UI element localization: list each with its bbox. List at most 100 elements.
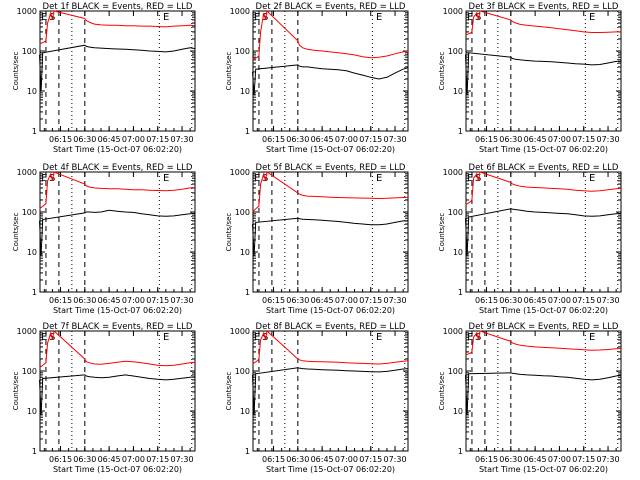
x-axis-label: Start Time (15-Oct-07 06:02:20): [479, 465, 608, 474]
x-tick-label: 07:15: [146, 296, 169, 305]
y-tick-label: 10: [27, 87, 37, 96]
x-tick-label: 06:15: [475, 296, 498, 305]
y-tick-label: 1000: [17, 327, 37, 336]
y-axis-label: Counts/sec: [225, 52, 233, 91]
y-tick-label: 10: [240, 248, 250, 257]
y-tick-label: 1: [32, 127, 37, 136]
y-tick-label: 1000: [443, 327, 463, 336]
x-axis-label: Start Time (15-Oct-07 06:02:20): [266, 465, 395, 474]
y-tick-label: 1000: [230, 168, 250, 177]
y-tick-label: 1: [458, 447, 463, 456]
plot-frame: [465, 10, 622, 132]
x-tick-label: 06:45: [98, 135, 121, 144]
detector-panel-6: Det 6f BLACK = Events, RED = LLD 1 10 100 10…: [438, 163, 622, 315]
detector-panel-9: Det 9f BLACK = Events, RED = LLD 1 10 100 10…: [438, 322, 622, 474]
y-tick-label: 10: [27, 248, 37, 257]
x-tick-label: 07:00: [335, 135, 358, 144]
series-line-events: [39, 374, 196, 415]
series-line-events: [465, 208, 622, 256]
y-axis-label: Counts/sec: [12, 372, 20, 411]
event-marker-letter: E: [589, 332, 595, 343]
y-tick-label: 1: [458, 288, 463, 297]
plot-frame: [465, 171, 622, 293]
y-tick-label: 1000: [443, 168, 463, 177]
x-tick-label: 07:30: [384, 296, 407, 305]
x-axis-label: Start Time (15-Oct-07 06:02:20): [53, 145, 182, 154]
y-tick-label: 100: [448, 208, 463, 217]
event-marker-letter: E: [41, 12, 47, 23]
x-tick-label: 07:00: [548, 296, 571, 305]
y-tick-label: 100: [235, 208, 250, 217]
event-marker-letter: E: [467, 332, 473, 343]
x-tick-label: 07:30: [384, 455, 407, 464]
x-tick-label: 07:30: [597, 455, 620, 464]
x-tick-label: 07:00: [335, 296, 358, 305]
x-tick-label: 06:45: [524, 135, 547, 144]
y-tick-label: 1: [458, 127, 463, 136]
x-tick-label: 06:15: [49, 455, 72, 464]
x-tick-label: 06:30: [499, 455, 522, 464]
event-marker-letter: E: [376, 332, 382, 343]
panel-title: Det 1f BLACK = Events, RED = LLD: [43, 2, 193, 12]
y-tick-label: 10: [27, 407, 37, 416]
y-axis-label: Counts/sec: [438, 372, 446, 411]
x-tick-label: 07:00: [122, 455, 145, 464]
series-line-lld: [252, 171, 409, 213]
y-axis-label: Counts/sec: [225, 213, 233, 252]
series-line-events: [39, 44, 196, 92]
series-line-lld: [39, 171, 196, 210]
x-tick-label: 06:45: [311, 296, 334, 305]
y-tick-label: 1000: [17, 168, 37, 177]
y-tick-label: 100: [448, 47, 463, 56]
panel-title: Det 9f BLACK = Events, RED = LLD: [469, 322, 619, 332]
series-line-events: [465, 372, 622, 415]
panel-title: Det 3f BLACK = Events, RED = LLD: [469, 2, 619, 12]
x-tick-label: 07:30: [171, 296, 194, 305]
detector-panel-5: Det 5f BLACK = Events, RED = LLD 1 10 100 10…: [225, 163, 409, 315]
detector-panel-7: Det 7f BLACK = Events, RED = LLD 1 10 100 10…: [12, 322, 196, 474]
x-tick-label: 06:30: [499, 296, 522, 305]
x-tick-label: 06:30: [73, 455, 96, 464]
x-tick-label: 06:30: [286, 135, 309, 144]
y-tick-label: 100: [22, 208, 37, 217]
event-marker-letter: E: [41, 332, 47, 343]
x-tick-label: 06:30: [286, 296, 309, 305]
series-line-events: [39, 209, 196, 256]
series-line-lld: [465, 171, 622, 206]
x-tick-label: 06:15: [262, 296, 285, 305]
y-axis-label: Counts/sec: [12, 52, 20, 91]
y-tick-label: 1: [32, 288, 37, 297]
series-line-lld: [39, 330, 196, 369]
y-tick-label: 10: [453, 407, 463, 416]
y-axis-label: Counts/sec: [225, 372, 233, 411]
y-tick-label: 1000: [443, 7, 463, 16]
series-line-lld: [252, 9, 409, 61]
x-axis-label: Start Time (15-Oct-07 06:02:20): [53, 465, 182, 474]
x-tick-label: 07:15: [146, 135, 169, 144]
x-tick-label: 07:30: [597, 135, 620, 144]
x-tick-label: 07:30: [384, 135, 407, 144]
event-marker-letter: E: [163, 12, 169, 23]
x-tick-label: 07:15: [572, 135, 595, 144]
plot-frame: [465, 330, 622, 452]
y-axis-label: Counts/sec: [438, 52, 446, 91]
x-tick-label: 06:15: [475, 135, 498, 144]
y-tick-label: 10: [240, 407, 250, 416]
series-line-lld: [465, 10, 621, 36]
series-line-events: [252, 217, 408, 256]
x-tick-label: 07:30: [597, 296, 620, 305]
x-axis-label: Start Time (15-Oct-07 06:02:20): [266, 306, 395, 315]
y-tick-label: 1000: [230, 327, 250, 336]
x-tick-label: 07:00: [122, 296, 145, 305]
x-tick-label: 06:45: [98, 296, 121, 305]
event-marker-letter: E: [254, 12, 260, 23]
x-tick-label: 07:15: [572, 296, 595, 305]
detector-panel-1: Det 1f BLACK = Events, RED = LLD 1 10 100 10…: [12, 2, 196, 154]
event-marker-letter: E: [254, 173, 260, 184]
event-marker-letter: E: [376, 173, 382, 184]
plot-frame: [39, 330, 196, 452]
plot-frame: [252, 171, 409, 293]
y-tick-label: 1000: [230, 7, 250, 16]
x-tick-label: 07:30: [171, 455, 194, 464]
